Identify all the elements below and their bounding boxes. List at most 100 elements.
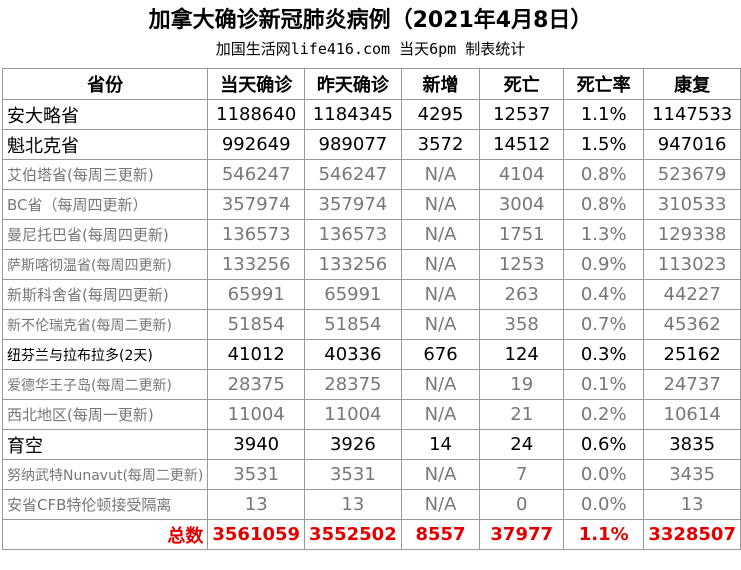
column-header: 新增	[400, 68, 481, 100]
value-cell: 1.1%	[563, 99, 645, 130]
value-cell: 129338	[643, 219, 741, 250]
value-cell: 546247	[207, 159, 306, 190]
province-cell: BC省（每周四更新）	[1, 189, 209, 220]
value-cell: 13	[304, 489, 402, 520]
value-cell: 676	[400, 339, 481, 370]
value-cell: 11004	[207, 399, 306, 430]
value-cell: 25162	[643, 339, 741, 370]
value-cell: 3835	[643, 429, 741, 460]
province-cell: 萨斯喀彻温省(每周四更新)	[1, 249, 209, 280]
subtitle: 加国生活网life416.com 当天6pm 制表统计	[215, 40, 526, 58]
value-cell: 0.1%	[563, 369, 645, 400]
province-cell: 艾伯塔省(每周三更新)	[1, 159, 209, 190]
province-cell: 纽芬兰与拉布拉多(2天)	[1, 339, 209, 370]
value-cell: 113023	[643, 249, 741, 280]
value-cell: 7	[479, 459, 565, 490]
value-cell: 0.6%	[563, 429, 645, 460]
value-cell: 0.0%	[563, 459, 645, 490]
value-cell: N/A	[400, 249, 481, 280]
total-cell: 8557	[400, 519, 481, 550]
value-cell: N/A	[400, 189, 481, 220]
value-cell: 4295	[400, 99, 481, 130]
value-cell: 133256	[304, 249, 402, 280]
value-cell: 263	[479, 279, 565, 310]
province-cell: 魁北克省	[1, 129, 209, 160]
value-cell: 24	[479, 429, 565, 460]
value-cell: 4104	[479, 159, 565, 190]
table-row: 萨斯喀彻温省(每周四更新) 133256 133256 N/A 1253 0.9% 1130…	[1, 249, 741, 280]
value-cell: N/A	[400, 459, 481, 490]
value-cell: N/A	[400, 219, 481, 250]
value-cell: 13	[643, 489, 741, 520]
value-cell: 19	[479, 369, 565, 400]
table-row: 新斯科舍省(每周四更新) 65991 65991 N/A 263 0.4% 44227	[1, 279, 741, 310]
total-cell: 37977	[479, 519, 565, 550]
province-cell: 新斯科舍省(每周四更新)	[1, 279, 209, 310]
value-cell: 0.7%	[563, 309, 645, 340]
value-cell: 10614	[643, 399, 741, 430]
province-cell: 安大略省	[1, 99, 209, 130]
value-cell: N/A	[400, 279, 481, 310]
value-cell: 45362	[643, 309, 741, 340]
value-cell: 947016	[643, 129, 741, 160]
total-cell: 3561059	[207, 519, 306, 550]
value-cell: 1188640	[207, 99, 306, 130]
title: 加拿大确诊新冠肺炎病例（2021年4月8日）	[148, 8, 593, 33]
value-cell: 136573	[207, 219, 306, 250]
value-cell: 1253	[479, 249, 565, 280]
value-cell: 28375	[304, 369, 402, 400]
value-cell: 40336	[304, 339, 402, 370]
table-row: 纽芬兰与拉布拉多(2天) 41012 40336 676 124 0.3% 25162	[1, 339, 741, 370]
value-cell: 14	[400, 429, 481, 460]
value-cell: 3572	[400, 129, 481, 160]
value-cell: 1184345	[304, 99, 402, 130]
province-cell: 新不伦瑞克省(每周二更新)	[1, 309, 209, 340]
value-cell: N/A	[400, 489, 481, 520]
value-cell: 0	[479, 489, 565, 520]
table-row: 努纳武特Nunavut(每周二更新) 3531 3531 N/A 7 0.0% 3435	[1, 459, 741, 490]
value-cell: 21	[479, 399, 565, 430]
value-cell: 51854	[207, 309, 306, 340]
column-header: 当天确诊	[207, 68, 306, 100]
value-cell: 44227	[643, 279, 741, 310]
total-cell: 3552502	[304, 519, 402, 550]
value-cell: 0.2%	[563, 399, 645, 430]
value-cell: 0.4%	[563, 279, 645, 310]
value-cell: 1.5%	[563, 129, 645, 160]
value-cell: 1147533	[643, 99, 741, 130]
header-row: 省份 当天确诊 昨天确诊 新增 死亡 死亡率 康复	[1, 68, 741, 100]
value-cell: 133256	[207, 249, 306, 280]
column-header: 省份	[1, 68, 209, 100]
value-cell: 13	[207, 489, 306, 520]
value-cell: 136573	[304, 219, 402, 250]
value-cell: 24737	[643, 369, 741, 400]
value-cell: 41012	[207, 339, 306, 370]
table-row: 安大略省 1188640 1184345 4295 12537 1.1% 1147533	[1, 99, 741, 130]
table-row: 艾伯塔省(每周三更新) 546247 546247 N/A 4104 0.8% 523679	[1, 159, 741, 190]
value-cell: 1751	[479, 219, 565, 250]
value-cell: 14512	[479, 129, 565, 160]
value-cell: N/A	[400, 159, 481, 190]
value-cell: 0.8%	[563, 159, 645, 190]
table-row: 曼尼托巴省(每周四更新) 136573 136573 N/A 1751 1.3% 12933…	[1, 219, 741, 250]
province-cell: 努纳武特Nunavut(每周二更新)	[1, 459, 209, 490]
value-cell: 65991	[304, 279, 402, 310]
value-cell: 51854	[304, 309, 402, 340]
value-cell: 11004	[304, 399, 402, 430]
total-cell: 3328507	[643, 519, 741, 550]
column-header: 死亡率	[563, 68, 645, 100]
value-cell: 0.8%	[563, 189, 645, 220]
value-cell: 989077	[304, 129, 402, 160]
value-cell: 310533	[643, 189, 741, 220]
province-cell: 西北地区(每周一更新)	[1, 399, 209, 430]
table-row: 新不伦瑞克省(每周二更新) 51854 51854 N/A 358 0.7% 45362	[1, 309, 741, 340]
province-cell: 曼尼托巴省(每周四更新)	[1, 219, 209, 250]
value-cell: N/A	[400, 309, 481, 340]
value-cell: 124	[479, 339, 565, 370]
total-label: 总数	[1, 519, 209, 550]
value-cell: 12537	[479, 99, 565, 130]
value-cell: 0.0%	[563, 489, 645, 520]
value-cell: 546247	[304, 159, 402, 190]
province-cell: 育空	[1, 429, 209, 460]
